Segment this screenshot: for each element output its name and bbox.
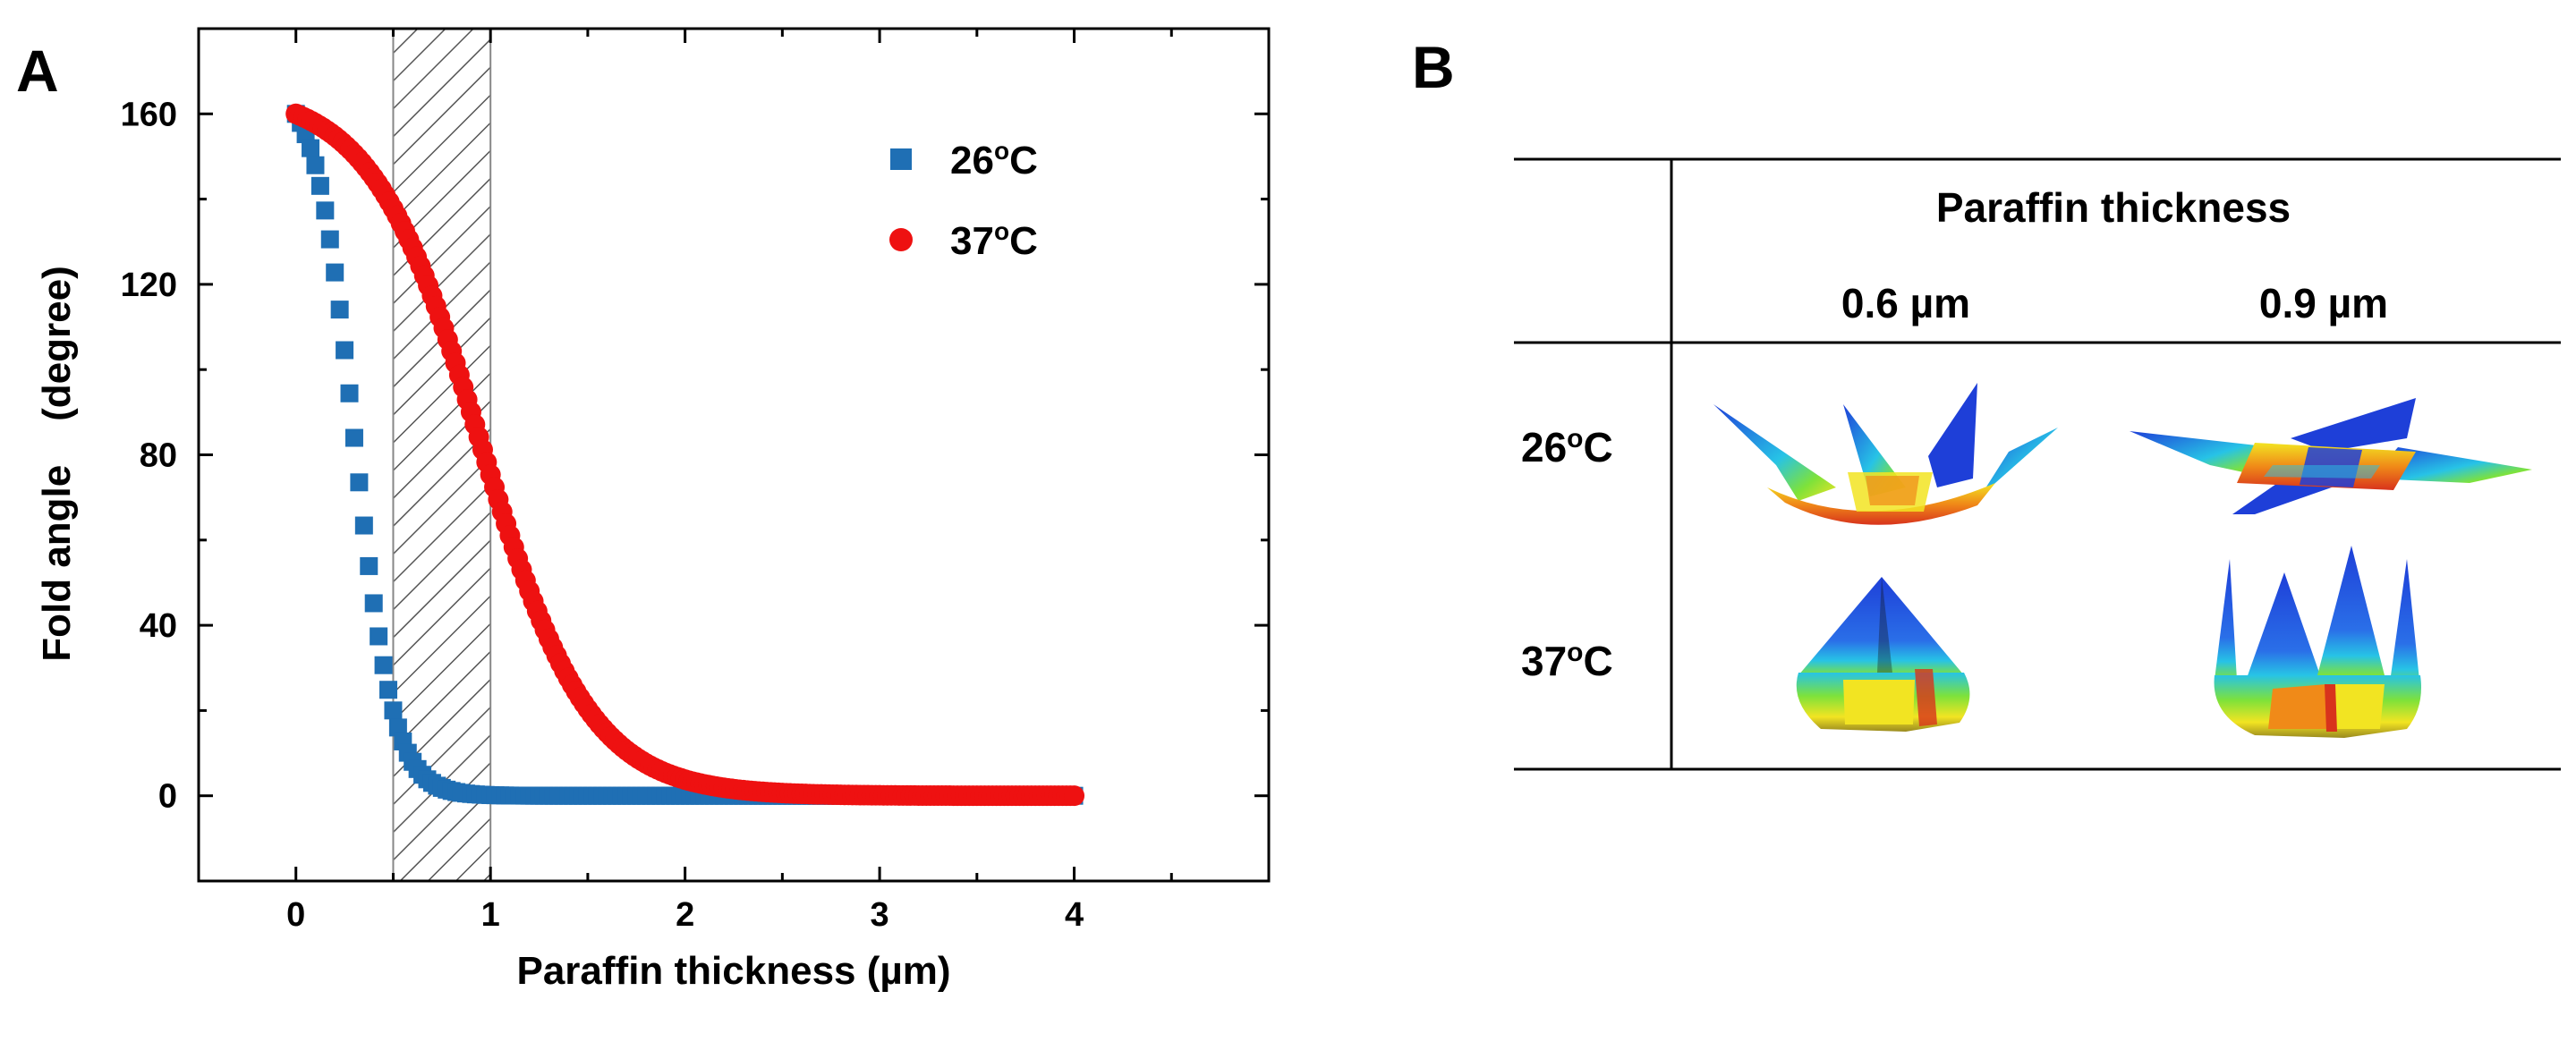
column-0-6um: 0.6 µm — [1841, 280, 1970, 326]
point-26c — [336, 341, 354, 360]
y-tick-label: 120 — [121, 267, 177, 304]
legend-marker-26 — [890, 148, 912, 170]
shape-37c-0-9um — [2214, 546, 2421, 738]
shape-26c-0-6um — [1713, 383, 2058, 525]
legend-label-26: 26oC — [950, 137, 1038, 182]
y-tick-label: 80 — [140, 437, 177, 475]
x-tick-label: 4 — [1065, 896, 1084, 934]
x-axis-title: Paraffin thickness (µm) — [516, 949, 950, 993]
point-26c — [354, 516, 373, 535]
row-label-37: 37oC — [1521, 638, 1613, 684]
x-tick-label: 1 — [481, 896, 500, 934]
point-26c — [360, 556, 378, 575]
point-26c — [379, 681, 398, 699]
point-37c — [1064, 785, 1085, 807]
y-axis-title: Fold angle (degree) — [35, 266, 79, 662]
shape-26c-0-9um — [2130, 398, 2532, 514]
point-26c — [350, 473, 369, 492]
x-tick-label: 3 — [871, 896, 889, 934]
legend-marker-37 — [889, 228, 913, 251]
point-26c — [344, 428, 363, 447]
row-label-26: 26oC — [1521, 424, 1613, 470]
legend-label-37: 37oC — [950, 217, 1038, 263]
point-26c — [384, 701, 403, 720]
results-table: Paraffin thickness 0.6 µm 0.9 µm 26oC 37… — [1514, 157, 2561, 771]
panel-b-label: B — [1412, 34, 1455, 100]
table-header: Paraffin thickness — [1936, 184, 2291, 231]
data-points — [285, 103, 1085, 807]
point-26c — [370, 627, 388, 646]
point-26c — [388, 718, 407, 737]
y-tick-label: 0 — [158, 778, 177, 816]
y-tick-label: 160 — [121, 96, 177, 133]
point-26c — [326, 263, 344, 282]
column-0-9um: 0.9 µm — [2259, 280, 2388, 326]
panel-a-label: A — [16, 38, 59, 104]
point-26c — [302, 139, 320, 157]
point-26c — [340, 384, 359, 402]
point-26c — [330, 301, 349, 319]
point-26c — [310, 176, 329, 195]
x-tick-label: 0 — [286, 896, 305, 934]
point-26c — [306, 156, 325, 174]
point-26c — [316, 201, 335, 220]
shape-37c-0-6um — [1796, 577, 1970, 732]
x-tick-label: 2 — [676, 896, 694, 934]
point-26c — [320, 230, 339, 249]
y-tick-label: 40 — [140, 607, 177, 645]
point-26c — [374, 656, 393, 674]
legend: 26oC 37oC — [889, 137, 1038, 263]
point-26c — [364, 594, 383, 613]
